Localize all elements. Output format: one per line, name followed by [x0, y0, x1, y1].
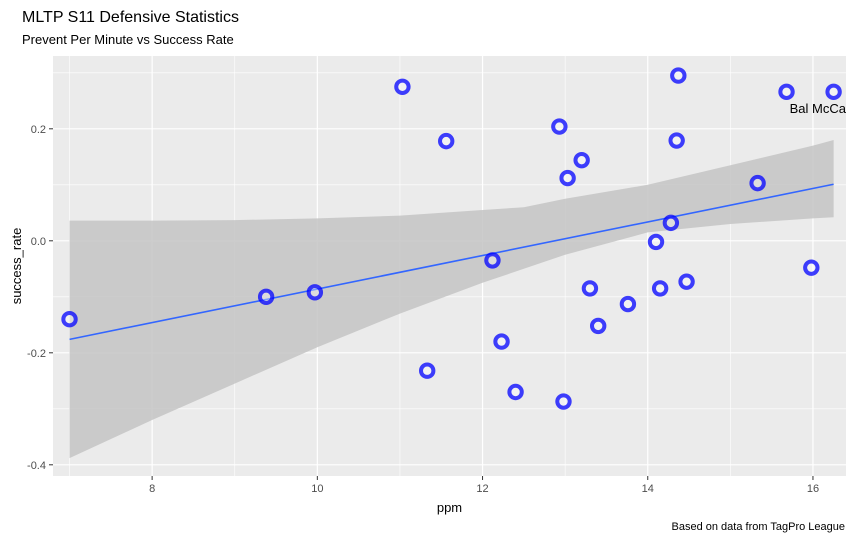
- data-point: [647, 233, 665, 251]
- data-point: [670, 67, 687, 84]
- y-tick-label: -0.4: [27, 460, 46, 472]
- confidence-band: [69, 140, 834, 459]
- data-point: [803, 259, 820, 276]
- data-point: [484, 252, 501, 269]
- x-tick-label: 16: [807, 483, 819, 495]
- x-axis-title: ppm: [437, 500, 462, 515]
- data-point: [306, 284, 324, 301]
- chart-subtitle: Prevent Per Minute vs Success Rate: [22, 32, 234, 47]
- data-point: [581, 280, 599, 297]
- y-tick-label: 0.0: [31, 236, 46, 248]
- x-axis-ticks: 8 10 12 14 16: [149, 476, 819, 495]
- data-point: [573, 151, 590, 169]
- point-label: Bal McCartney: [790, 101, 853, 116]
- data-point: [651, 280, 669, 297]
- data-point: [61, 311, 78, 328]
- point-labels: Bal McCartney: [790, 101, 853, 116]
- chart-title: MLTP S11 Defensive Statistics: [22, 9, 239, 26]
- x-tick-label: 10: [311, 483, 323, 495]
- chart-caption: Based on data from TagPro League: [672, 521, 845, 533]
- data-point: [749, 174, 766, 192]
- y-tick-label: -0.2: [27, 348, 46, 360]
- data-point: [555, 393, 572, 410]
- x-tick-label: 12: [476, 483, 488, 495]
- trend-line-layer: [69, 183, 834, 341]
- data-point: [507, 383, 524, 401]
- data-point: [257, 288, 275, 305]
- data-point: [678, 273, 695, 290]
- x-tick-label: 14: [642, 483, 654, 495]
- data-point: [589, 317, 607, 335]
- data-point: [559, 169, 576, 187]
- y-axis-ticks: -0.4 -0.2 0.0 0.2: [27, 124, 53, 472]
- data-point: [662, 214, 680, 232]
- data-point: [418, 362, 436, 379]
- data-points: [61, 67, 842, 410]
- x-tick-label: 8: [149, 483, 155, 495]
- confidence-band-layer: [69, 140, 834, 459]
- y-axis-title: success_rate: [9, 228, 24, 305]
- data-point: [437, 132, 455, 150]
- trend-line: [69, 183, 834, 341]
- data-point: [394, 78, 411, 96]
- y-tick-label: 0.2: [31, 124, 46, 136]
- data-point: [493, 333, 510, 350]
- data-point: [619, 295, 637, 313]
- data-point: [668, 132, 685, 149]
- data-point: [551, 118, 568, 135]
- data-point: [825, 83, 842, 101]
- data-point: [778, 83, 795, 101]
